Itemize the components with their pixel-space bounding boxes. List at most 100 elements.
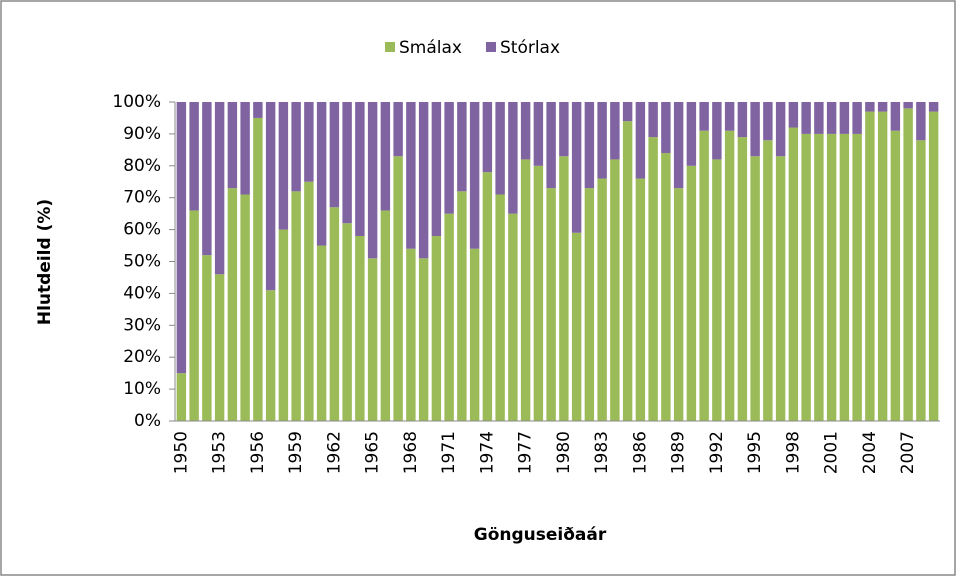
- bar-segment: [189, 210, 199, 421]
- x-tick-label: 1992: [707, 431, 727, 474]
- bar-segment: [622, 102, 633, 122]
- bar-segment: [737, 102, 748, 138]
- bar-segment: [712, 159, 722, 422]
- bar-segment: [673, 102, 684, 189]
- bar-segment: [546, 188, 556, 421]
- bar-segment: [533, 102, 544, 166]
- bar-segment: [367, 102, 378, 259]
- bar-segment: [559, 156, 569, 422]
- x-tick-label: 1971: [439, 431, 459, 474]
- x-tick-label: 1995: [745, 431, 765, 474]
- y-tick-label: 50%: [123, 252, 161, 272]
- bar-segment: [482, 102, 493, 173]
- bar-segment: [801, 133, 811, 421]
- bar-segment: [635, 178, 646, 421]
- bar-segment: [916, 102, 926, 141]
- bar-segment: [406, 248, 416, 421]
- bar-segment: [253, 102, 263, 118]
- bar-segment: [176, 102, 187, 374]
- bar-segment: [469, 102, 480, 249]
- bar-segment: [393, 156, 403, 422]
- bar-segment: [686, 165, 697, 421]
- bar-segment: [380, 102, 391, 211]
- bar-segment: [699, 102, 709, 131]
- bar-segment: [826, 133, 837, 421]
- y-tick-label: 40%: [123, 283, 161, 303]
- x-tick-label: 1989: [669, 431, 689, 474]
- legend-swatch: [485, 42, 496, 52]
- bar-segment: [877, 111, 888, 421]
- bar-segment: [482, 172, 493, 421]
- bar-segment: [176, 373, 187, 421]
- bar-segment: [431, 102, 442, 236]
- y-axis-title: Hlutdeild (%): [35, 199, 55, 325]
- bar-segment: [431, 235, 442, 421]
- bar-segment: [775, 102, 786, 157]
- x-tick-label: 1983: [592, 431, 612, 474]
- bar-segment: [202, 102, 212, 256]
- bar-segment: [763, 140, 773, 421]
- bar-segment: [240, 194, 250, 421]
- bar-segment: [457, 191, 467, 421]
- bar-segment: [457, 102, 467, 192]
- bar-segment: [737, 137, 748, 421]
- bar-segment: [661, 153, 671, 422]
- bar-segment: [495, 102, 505, 195]
- bar-segment: [635, 102, 646, 179]
- bar-segment: [788, 127, 799, 422]
- y-tick-label: 10%: [123, 379, 161, 399]
- bar-segment: [367, 258, 378, 421]
- bar-segment: [342, 223, 352, 421]
- bar-segment: [508, 213, 518, 421]
- bar-segment: [546, 102, 556, 189]
- bar-segment: [406, 102, 416, 249]
- bar-segment: [852, 102, 862, 134]
- bar-segment: [571, 102, 582, 233]
- x-tick-label: 1974: [477, 431, 497, 474]
- bar-segment: [928, 111, 939, 421]
- y-tick-label: 90%: [123, 124, 161, 144]
- bar-segment: [597, 178, 607, 421]
- bar-segment: [253, 117, 263, 421]
- bar-segment: [648, 102, 658, 138]
- bar-segment: [355, 102, 365, 236]
- bar-segment: [839, 102, 850, 134]
- bar-segment: [903, 102, 913, 109]
- bar-segment: [826, 102, 837, 134]
- bar-segment: [469, 248, 480, 421]
- bar-segment: [750, 102, 760, 157]
- bar-segment: [533, 165, 544, 421]
- bar-segment: [916, 140, 926, 421]
- bar-segment: [890, 102, 901, 131]
- y-tick-label: 100%: [112, 92, 161, 112]
- y-tick-label: 80%: [123, 156, 161, 176]
- y-tick-label: 60%: [123, 220, 161, 240]
- bar-segment: [814, 102, 824, 134]
- bar-segment: [444, 213, 454, 421]
- legend-label: Smálax: [399, 38, 462, 58]
- x-tick-label: 1968: [401, 431, 421, 474]
- bar-segment: [814, 133, 824, 421]
- bar-segment: [444, 102, 454, 214]
- bar-segment: [265, 102, 276, 291]
- bar-segment: [610, 159, 620, 422]
- bar-segment: [610, 102, 620, 160]
- bar-segment: [890, 130, 901, 421]
- bar-segment: [661, 102, 671, 154]
- bar-segment: [571, 232, 582, 421]
- bar-segment: [928, 102, 939, 112]
- bar-segment: [508, 102, 518, 214]
- y-tick-label: 70%: [123, 188, 161, 208]
- x-axis-title: Gönguseiðaár: [474, 525, 607, 545]
- legend-label: Stórlax: [500, 38, 560, 58]
- bar-segment: [775, 156, 786, 422]
- bar-segment: [686, 102, 697, 166]
- x-tick-label: 2007: [898, 431, 918, 474]
- bar-segment: [877, 102, 888, 112]
- x-tick-label: 1959: [286, 431, 306, 474]
- bar-segment: [240, 102, 250, 195]
- x-tick-label: 1977: [516, 431, 536, 474]
- bar-segment: [712, 102, 722, 160]
- bar-segment: [559, 102, 569, 157]
